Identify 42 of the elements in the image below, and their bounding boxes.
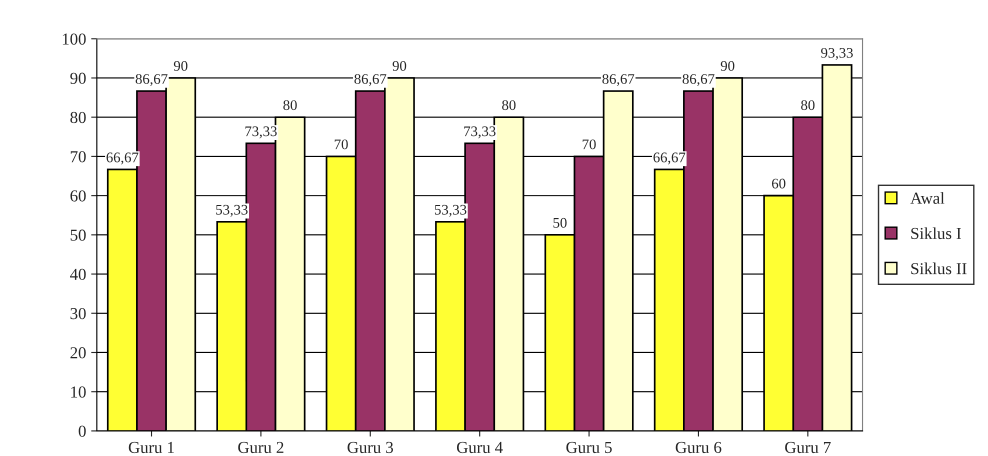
- y-tick-label: 80: [70, 112, 86, 124]
- x-tick-label: Guru 3: [348, 442, 394, 454]
- data-label: 93,33: [821, 48, 853, 60]
- data-label: 73,33: [245, 126, 277, 138]
- data-label: 53,33: [434, 204, 466, 217]
- data-label: 50: [553, 218, 567, 228]
- y-tick-label: 100: [62, 33, 86, 45]
- x-tick-label: Guru 1: [128, 442, 174, 454]
- data-label: 80: [502, 100, 516, 110]
- y-tick-label: 70: [70, 151, 86, 162]
- y-tick-label: 50: [70, 230, 86, 241]
- data-label: 73,33: [464, 126, 496, 138]
- x-tick-label: Guru 6: [676, 442, 722, 454]
- x-tick-label: Guru 7: [785, 442, 831, 454]
- data-label: 70: [334, 139, 348, 150]
- x-tick-label: Guru 2: [238, 442, 284, 454]
- data-label: 90: [392, 61, 406, 71]
- y-tick-label: 20: [70, 347, 86, 358]
- data-label: 66,67: [106, 152, 138, 164]
- data-label: 80: [801, 100, 815, 110]
- y-tick-label: 60: [70, 190, 86, 202]
- data-label: 86,67: [602, 74, 634, 86]
- data-label: 66,67: [653, 152, 686, 164]
- data-label: 80: [283, 100, 297, 110]
- data-label: 60: [772, 178, 786, 188]
- data-label: 90: [174, 61, 188, 71]
- x-tick-label: Guru 4: [456, 442, 503, 454]
- data-label: 86,67: [136, 74, 168, 86]
- legend-label: Awal: [910, 192, 944, 204]
- x-tick-label: Guru 5: [566, 442, 612, 454]
- data-label: 70: [582, 139, 596, 150]
- y-tick-label: 10: [71, 386, 86, 398]
- y-tick-label: 90: [70, 72, 86, 84]
- data-label: 53,33: [216, 204, 248, 217]
- data-label: 90: [720, 61, 734, 71]
- legend-label: Siklus I: [911, 227, 961, 240]
- data-label: 86,67: [682, 74, 714, 86]
- y-tick-label: 30: [70, 308, 86, 320]
- data-label: 86,67: [354, 74, 386, 86]
- y-tick-label: 0: [78, 426, 86, 437]
- legend-label: Siklus II: [911, 262, 967, 274]
- y-tick-label: 40: [70, 268, 86, 280]
